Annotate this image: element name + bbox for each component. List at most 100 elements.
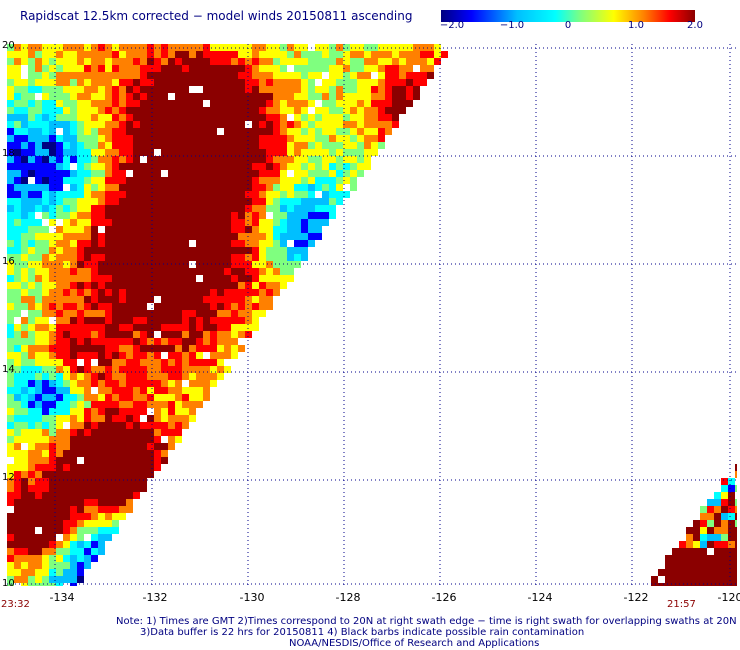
wind-diff-cell xyxy=(105,163,112,170)
wind-diff-cell xyxy=(315,58,322,65)
wind-diff-cell xyxy=(329,205,336,212)
wind-diff-cell xyxy=(238,254,245,261)
wind-diff-cell xyxy=(84,240,91,247)
wind-diff-cell xyxy=(343,93,350,100)
wind-diff-cell xyxy=(140,303,147,310)
wind-diff-cell xyxy=(70,303,77,310)
wind-diff-cell xyxy=(154,289,161,296)
wind-diff-cell xyxy=(147,373,154,380)
wind-diff-cell xyxy=(126,485,133,492)
wind-diff-cell xyxy=(133,191,140,198)
wind-diff-cell xyxy=(140,282,147,289)
wind-diff-cell xyxy=(259,156,266,163)
wind-diff-cell xyxy=(7,583,14,586)
wind-diff-cell xyxy=(322,79,329,86)
wind-diff-cell xyxy=(119,100,126,107)
wind-diff-cell xyxy=(217,254,224,261)
wind-diff-cell xyxy=(266,65,273,72)
wind-diff-cell xyxy=(119,240,126,247)
wind-diff-cell xyxy=(371,100,378,107)
wind-diff-cell xyxy=(119,275,126,282)
wind-diff-cell xyxy=(196,51,203,58)
wind-diff-cell xyxy=(224,170,231,177)
wind-diff-cell xyxy=(231,51,238,58)
wind-diff-cell xyxy=(140,226,147,233)
wind-diff-cell xyxy=(42,247,49,254)
wind-diff-cell xyxy=(98,163,105,170)
wind-diff-cell xyxy=(70,394,77,401)
wind-diff-cell xyxy=(413,58,420,65)
wind-diff-cell xyxy=(154,345,161,352)
wind-diff-cell xyxy=(126,240,133,247)
wind-diff-cell xyxy=(210,296,217,303)
wind-diff-cell xyxy=(329,51,336,58)
wind-diff-cell xyxy=(119,499,126,506)
wind-diff-cell xyxy=(21,345,28,352)
wind-diff-cell xyxy=(203,366,210,373)
wind-diff-cell xyxy=(77,268,84,275)
wind-diff-cell xyxy=(21,86,28,93)
wind-diff-cell xyxy=(98,170,105,177)
wind-diff-cell xyxy=(238,93,245,100)
wind-diff-cell xyxy=(357,149,364,156)
wind-diff-cell xyxy=(168,135,175,142)
wind-diff-cell xyxy=(112,107,119,114)
wind-diff-cell xyxy=(112,464,119,471)
wind-diff-cell xyxy=(126,65,133,72)
wind-diff-cell xyxy=(238,114,245,121)
wind-diff-cell xyxy=(42,142,49,149)
wind-diff-cell xyxy=(182,303,189,310)
wind-diff-cell xyxy=(357,65,364,72)
wind-diff-cell xyxy=(714,562,721,569)
wind-diff-cell xyxy=(168,373,175,380)
wind-diff-cell xyxy=(42,163,49,170)
wind-diff-cell xyxy=(203,345,210,352)
wind-diff-cell xyxy=(175,289,182,296)
wind-diff-cell xyxy=(28,212,35,219)
wind-diff-cell xyxy=(259,107,266,114)
wind-diff-cell xyxy=(252,191,259,198)
wind-diff-cell xyxy=(98,184,105,191)
wind-diff-cell xyxy=(210,114,217,121)
wind-diff-cell xyxy=(98,135,105,142)
wind-diff-cell xyxy=(203,359,210,366)
wind-diff-cell xyxy=(294,72,301,79)
wind-diff-cell xyxy=(14,534,21,541)
wind-diff-cell xyxy=(161,58,168,65)
wind-diff-cell xyxy=(84,478,91,485)
wind-diff-cell xyxy=(112,443,119,450)
wind-diff-cell xyxy=(119,72,126,79)
wind-diff-cell xyxy=(70,415,77,422)
wind-diff-cell xyxy=(112,142,119,149)
wind-diff-cell xyxy=(112,170,119,177)
wind-diff-cell xyxy=(105,65,112,72)
wind-diff-cell xyxy=(322,184,329,191)
wind-diff-cell xyxy=(329,170,336,177)
wind-diff-cell xyxy=(77,408,84,415)
wind-diff-cell xyxy=(168,72,175,79)
wind-diff-cell xyxy=(84,254,91,261)
wind-diff-cell xyxy=(175,359,182,366)
wind-diff-cell xyxy=(140,72,147,79)
wind-diff-cell xyxy=(84,170,91,177)
wind-diff-cell xyxy=(147,443,154,450)
wind-diff-cell xyxy=(7,527,14,534)
wind-diff-cell xyxy=(322,51,329,58)
wind-diff-cell xyxy=(252,254,259,261)
wind-diff-cell xyxy=(7,317,14,324)
wind-diff-cell xyxy=(140,93,147,100)
wind-diff-cell xyxy=(217,352,224,359)
wind-diff-cell xyxy=(252,233,259,240)
wind-diff-cell xyxy=(91,289,98,296)
wind-diff-cell xyxy=(14,247,21,254)
wind-diff-cell xyxy=(147,205,154,212)
wind-diff-cell xyxy=(196,366,203,373)
wind-diff-cell xyxy=(98,282,105,289)
wind-diff-cell xyxy=(161,415,168,422)
wind-diff-cell xyxy=(182,310,189,317)
wind-diff-cell xyxy=(56,198,63,205)
wind-diff-cell xyxy=(14,429,21,436)
wind-diff-cell xyxy=(350,44,357,51)
wind-diff-cell xyxy=(147,114,154,121)
wind-diff-cell xyxy=(140,240,147,247)
